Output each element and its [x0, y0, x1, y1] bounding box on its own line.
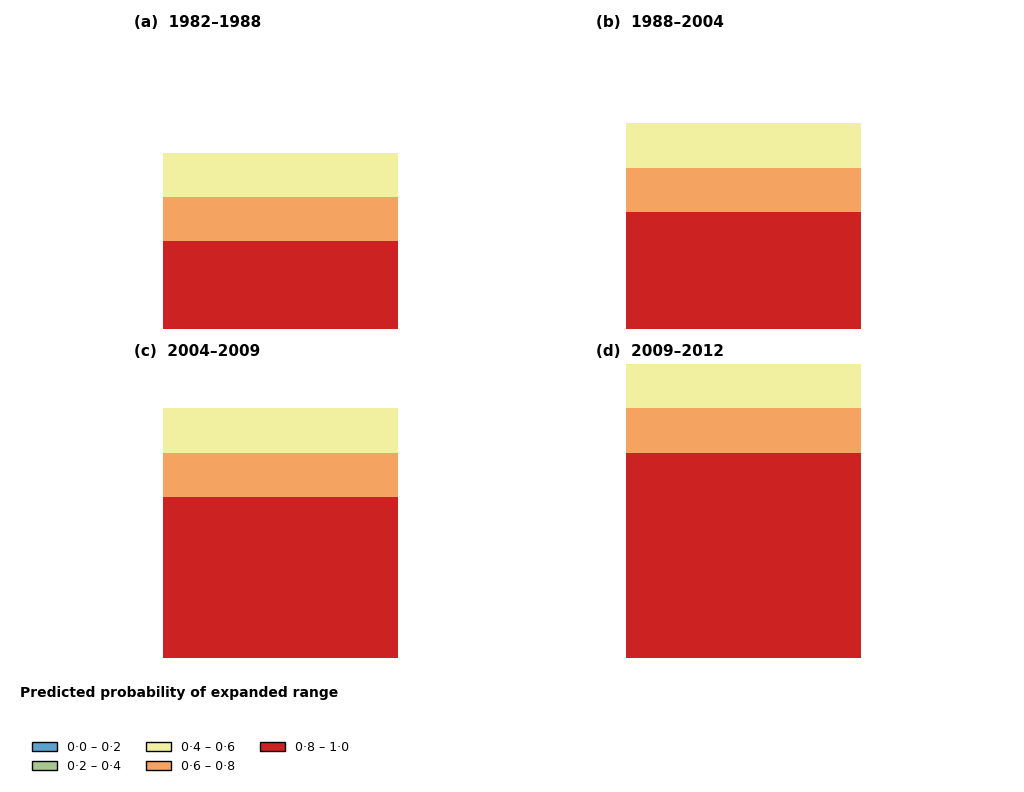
Bar: [163, 241, 398, 329]
Bar: [163, 197, 398, 241]
Text: (a)  1982–1988: (a) 1982–1988: [134, 15, 261, 30]
Bar: [163, 409, 398, 452]
Legend: 0·0 – 0·2, 0·2 – 0·4, 0·4 – 0·6, 0·6 – 0·8, 0·8 – 1·0: 0·0 – 0·2, 0·2 – 0·4, 0·4 – 0·6, 0·6 – 0…: [27, 736, 354, 778]
Bar: [626, 211, 861, 329]
Bar: [626, 168, 861, 211]
Text: (b)  1988–2004: (b) 1988–2004: [597, 15, 724, 30]
Bar: [163, 497, 398, 658]
Bar: [163, 153, 398, 197]
Text: (d)  2009–2012: (d) 2009–2012: [597, 344, 725, 359]
Bar: [626, 409, 861, 452]
Text: Predicted probability of expanded range: Predicted probability of expanded range: [20, 686, 339, 700]
Bar: [626, 364, 861, 409]
Bar: [626, 124, 861, 168]
Bar: [163, 452, 398, 497]
Text: (c)  2004–2009: (c) 2004–2009: [134, 344, 260, 359]
Bar: [626, 452, 861, 658]
